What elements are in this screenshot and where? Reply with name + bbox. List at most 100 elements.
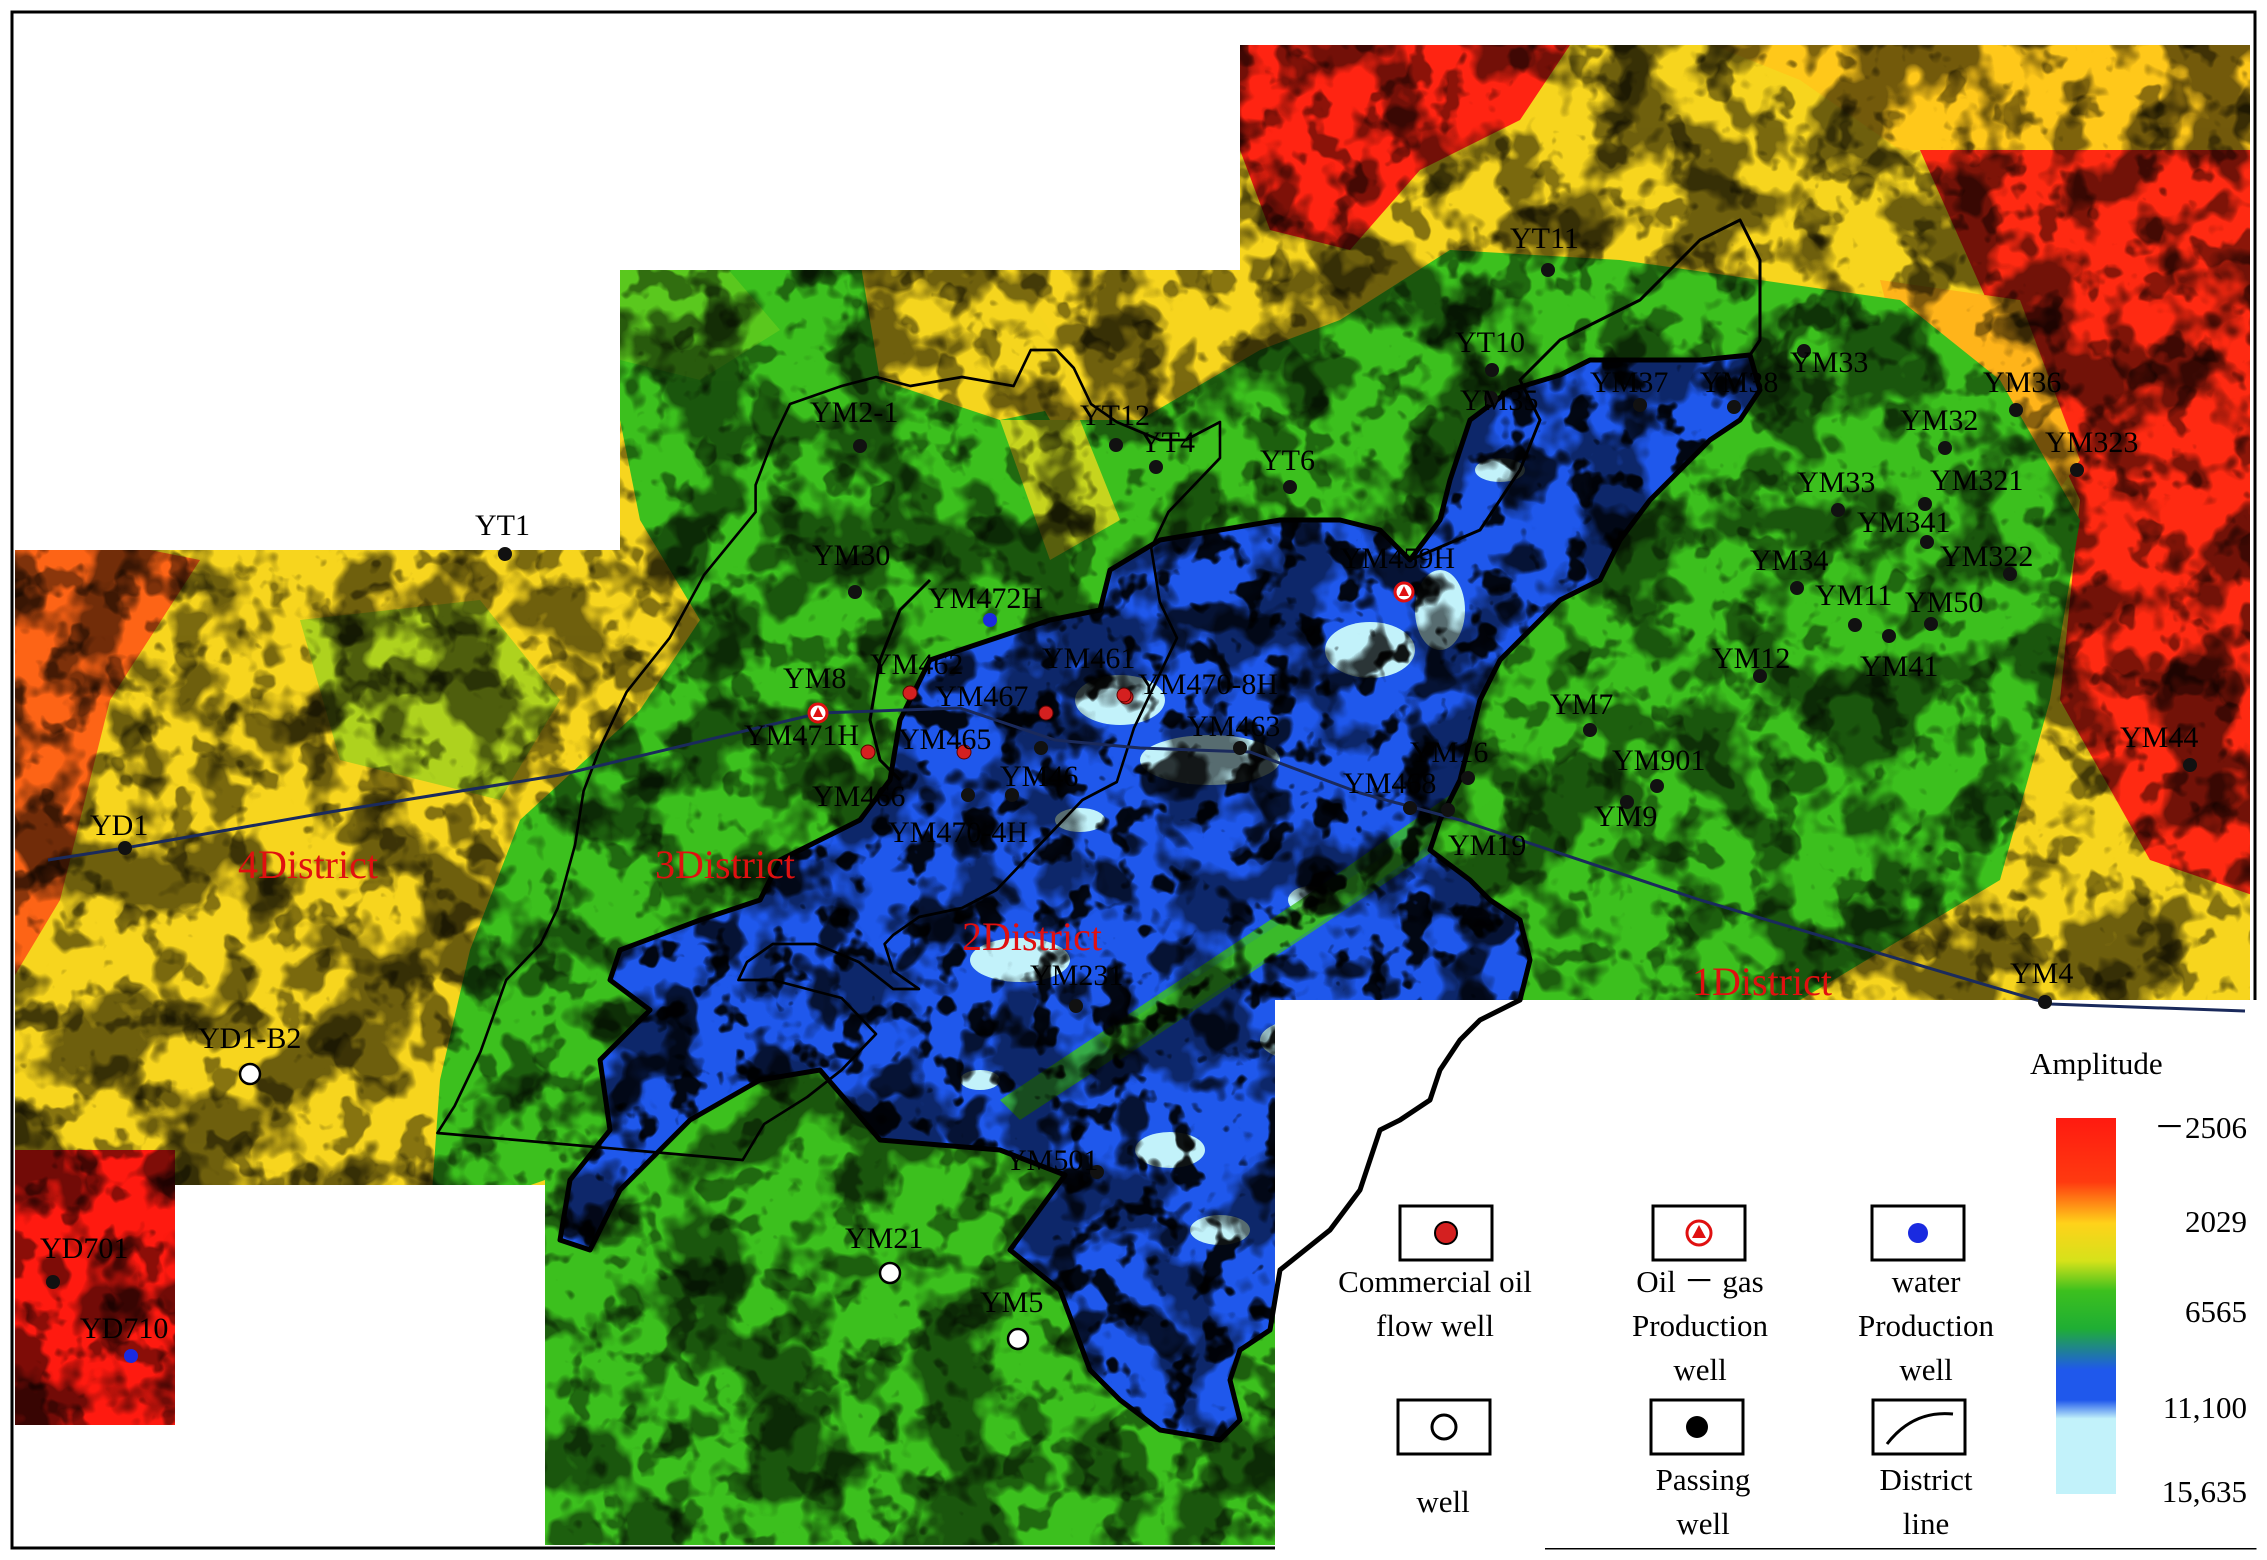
passing-well-icon (1620, 795, 1634, 809)
well-ym50[interactable]: YM50 (1905, 586, 1983, 631)
well-label: YD710 (80, 1312, 168, 1345)
well-ym470-4h[interactable]: YM470-4H (888, 788, 1028, 849)
district-3-boundary (436, 348, 1222, 1162)
well-yd701[interactable]: YD701 (40, 1232, 128, 1289)
passing-well-icon (1403, 801, 1417, 815)
well-ym12[interactable]: YM12 (1712, 642, 1790, 683)
well-ym501[interactable]: YM501 (1005, 1144, 1104, 1179)
legend-label: Production (1858, 1308, 1995, 1343)
well-label: YM50 (1905, 586, 1983, 619)
well-ym901[interactable]: YM901 (1612, 744, 1705, 793)
well-yt4[interactable]: YT4 (1140, 426, 1195, 474)
legend-item-commercial: Commercial oil flow well (1338, 1204, 1532, 1343)
legend: Commercial oil flow well Oil － gas Producti… (1338, 1204, 1995, 1541)
well-yd1-b2[interactable]: YD1-B2 (198, 1022, 301, 1086)
passing-well-icon (1650, 779, 1664, 793)
well-ym321[interactable]: YM321 (1918, 464, 2023, 511)
well-ym2-1[interactable]: YM2-1 (810, 396, 898, 453)
passing-well-icon (2009, 403, 2023, 417)
legend-item-district-line: District line (1871, 1398, 1973, 1541)
passing-well-icon (498, 547, 512, 561)
well-ym4[interactable]: YM4 (2010, 957, 2073, 1009)
well-ym463[interactable]: YM463 (1187, 710, 1280, 755)
well-label: YM461 (1042, 642, 1135, 675)
well-yt10[interactable]: YT10 (1455, 326, 1525, 377)
well-ym341[interactable]: YM341 (1857, 506, 1950, 549)
well-ym30[interactable]: YM30 (812, 539, 890, 599)
well-ym471h[interactable]: YM471H (744, 719, 876, 760)
well-icon (238, 1062, 262, 1086)
well-ym7[interactable]: YM7 (1550, 688, 1613, 737)
well-ym467[interactable]: YM467 (935, 680, 1054, 721)
well-ym46[interactable]: YM46 (1000, 741, 1078, 793)
well-ym37[interactable]: YM37 (1590, 366, 1668, 412)
commercial-well-icon (1116, 687, 1132, 703)
well-ym33[interactable]: YM33 (1790, 344, 1868, 379)
well-ym11[interactable]: YM11 (1815, 579, 1892, 632)
section-line (47, 706, 2246, 1013)
well-ym32[interactable]: YM32 (1900, 404, 1978, 455)
well-ym470-8h[interactable]: YM470-8H (1116, 668, 1278, 703)
well-ym16[interactable]: YM16 (1410, 736, 1488, 785)
commercial-well-icon (860, 744, 876, 760)
well-yt11[interactable]: YT11 (1510, 222, 1579, 277)
well-ym322[interactable]: YM322 (1940, 540, 2033, 581)
well-ym462[interactable]: YM462 (870, 648, 963, 701)
well-label: YT6 (1260, 444, 1315, 477)
well-ym36[interactable]: YM36 (1983, 366, 2061, 417)
well-ym8[interactable]: YM8 (783, 662, 846, 724)
well-ym19[interactable]: YM19 (1441, 803, 1526, 862)
well-label: YM468 (1343, 767, 1436, 800)
colorbar-tick-label: 2029 (2185, 1204, 2247, 1239)
well-ym9[interactable]: YM9 (1594, 795, 1657, 833)
colorbar-tick-label: 6565 (2185, 1294, 2247, 1329)
well-label: YM33 (1797, 466, 1875, 499)
well-yd710[interactable]: YD710 (80, 1312, 168, 1363)
passing-well-icon (2183, 758, 2197, 772)
water-well-icon (1908, 1223, 1928, 1243)
well-label: YM459H (1340, 542, 1455, 575)
well-ym5[interactable]: YM5 (980, 1286, 1043, 1351)
well-yd1[interactable]: YD1 (90, 809, 148, 855)
passing-well-icon (1461, 771, 1475, 785)
passing-well-icon (46, 1275, 60, 1289)
passing-well-icon (1831, 503, 1845, 517)
well-ym34[interactable]: YM34 (1750, 544, 1828, 595)
well-label: YM37 (1590, 366, 1668, 399)
well-icon (1430, 1413, 1458, 1441)
well-label: YM34 (1750, 544, 1828, 577)
well-ym41[interactable]: YM41 (1860, 629, 1938, 683)
well-label: YM30 (812, 539, 890, 572)
passing-well-icon (1797, 344, 1811, 358)
well-label: YM32 (1900, 404, 1978, 437)
well-ym44[interactable]: YM44 (2120, 721, 2198, 772)
well-ym466[interactable]: YM466 (812, 780, 975, 813)
well-ym33[interactable]: YM33 (1797, 466, 1875, 517)
well-ym38[interactable]: YM38 (1700, 366, 1778, 414)
well-ym323[interactable]: YM323 (2045, 426, 2138, 477)
well-yt12[interactable]: YT12 (1080, 399, 1150, 452)
well-yt1[interactable]: YT1 (475, 509, 530, 561)
legend-label: District (1880, 1462, 1973, 1497)
well-ym465[interactable]: YM465 (898, 723, 991, 760)
well-ym231[interactable]: YM231 (1030, 959, 1123, 1013)
well-ym35[interactable]: YM35 (1460, 384, 1538, 417)
district-3-inner-line (868, 578, 932, 782)
colorbar-tick-label: －2506 (2154, 1110, 2247, 1145)
well-ym459h[interactable]: YM459H (1340, 542, 1455, 603)
passing-well-icon (1090, 1165, 1104, 1179)
well-yt6[interactable]: YT6 (1260, 444, 1315, 494)
passing-well-icon (1633, 398, 1647, 412)
legend-item-passing: Passing well (1649, 1398, 1750, 1541)
passing-well-icon (1233, 741, 1247, 755)
district-label-4: 4District (238, 842, 378, 887)
well-ym472h[interactable]: YM472H (928, 582, 1043, 627)
commercial-well-icon (902, 685, 918, 701)
well-ym468[interactable]: YM468 (1343, 767, 1436, 815)
well-label: YM322 (1940, 540, 2033, 573)
well-label: YM467 (935, 680, 1028, 713)
well-ym21[interactable]: YM21 (845, 1222, 923, 1285)
legend-label: Commercial oil (1338, 1264, 1532, 1299)
well-label: YM9 (1594, 800, 1657, 833)
